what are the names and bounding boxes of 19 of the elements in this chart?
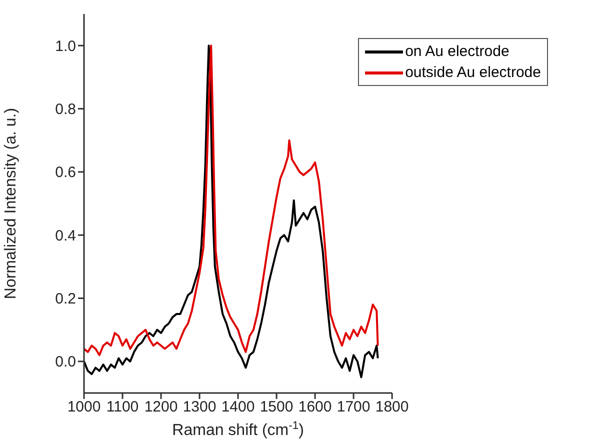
x-tick-label: 1500 [260, 398, 294, 416]
y-tick-label: 0.4 [55, 227, 76, 244]
y-axis-title: Normalized Intensity (a. u.) [2, 108, 20, 300]
x-axis-title: Raman shift (cm$^{-1}$) [172, 420, 304, 439]
y-tick-label: 1.0 [55, 38, 76, 55]
x-tick-label: 1000 [67, 398, 101, 416]
y-tick-label: 0.8 [55, 101, 76, 118]
y-tick-label: 0.6 [55, 164, 76, 182]
legend-label: on Au electrode [405, 42, 510, 62]
legend-label: outside Au electrode [405, 63, 541, 83]
x-tick-label: 1600 [298, 398, 332, 416]
x-tick-label: 1700 [336, 398, 370, 416]
y-tick-label: 0.0 [55, 354, 76, 371]
x-tick-label: 1200 [144, 398, 178, 416]
x-tick-label: 1800 [375, 398, 409, 416]
y-tick-label: 0.2 [55, 290, 76, 308]
x-tick-label: 1100 [106, 398, 139, 416]
x-tick-label: 1400 [221, 398, 255, 416]
x-tick-label: 1300 [182, 398, 216, 416]
